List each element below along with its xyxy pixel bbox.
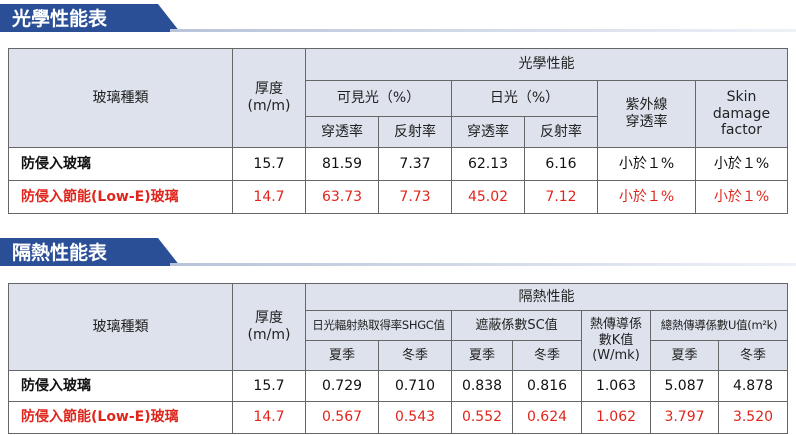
table-body: 防侵入玻璃 15.7 0.729 0.710 0.838 0.816 1.063 5.087 4… [8,370,789,434]
cell: 63.73 [305,180,379,214]
header-cell: 遮蔽係數SC值 [451,310,582,341]
thermal-table: 玻璃種類 厚度 (m/m) 隔熱性能 日光輻射熱取得率SHGC值 遮蔽係數SC值 熱傳導… [8,283,789,434]
header-cell: 日光（%） [451,80,598,117]
header-cell: 冬季 [717,340,789,371]
cell: 0.838 [451,370,513,402]
section-banner: 隔熱性能表 [0,238,796,266]
header-cell: 可見光（%） [305,80,452,117]
header-cell: 夏季 [305,340,379,371]
header-cell: 冬季 [378,340,452,371]
row-label: 防侵入節能(Low-E)玻璃 [8,401,233,434]
row-label: 防侵入節能(Low-E)玻璃 [8,180,233,214]
cell: 7.12 [524,180,598,214]
section-title: 隔熱性能表 [12,241,108,264]
table-body: 防侵入玻璃 15.7 81.59 7.37 62.13 6.16 小於１% 小於１% 防侵入節能… [8,147,788,214]
header-cell: 熱傳導係 數K值 (W/mk) [581,310,651,371]
header-cell: 玻璃種類 [8,283,233,371]
cell: 62.13 [451,147,525,181]
cell: 7.73 [378,180,452,214]
cell: 0.710 [378,370,452,402]
cell: 4.878 [717,370,789,402]
header-cell: 紫外線 穿透率 [597,80,696,148]
header-cell: 反射率 [524,116,598,148]
cell: 0.543 [378,401,452,434]
cell: 5.087 [650,370,719,402]
optical-table: 玻璃種類 厚度 (m/m) 光學性能 可見光（%） 日光（%） 紫外線 穿透率 Skin … [8,48,788,214]
header-cell: 光學性能 [305,48,788,81]
cell: 45.02 [451,180,525,214]
cell: 7.37 [378,147,452,181]
cell: 0.624 [512,401,582,434]
row-label: 防侵入玻璃 [8,147,233,181]
table-row: 防侵入玻璃 15.7 0.729 0.710 0.838 0.816 1.063 5.087 4… [8,370,789,402]
header-cell: 穿透率 [451,116,525,148]
cell: 0.567 [305,401,379,434]
cell: 81.59 [305,147,379,181]
cell: 小於１% [695,180,788,214]
table-row: 防侵入節能(Low-E)玻璃 14.7 0.567 0.543 0.552 0.624 1.… [8,401,789,434]
header-cell: 冬季 [512,340,582,371]
row-label: 防侵入玻璃 [8,370,233,402]
header-cell: 反射率 [378,116,452,148]
table-row: 防侵入玻璃 15.7 81.59 7.37 62.13 6.16 小於１% 小於１% [8,147,788,181]
cell: 6.16 [524,147,598,181]
cell: 3.797 [650,401,719,434]
cell: 小於１% [695,147,788,181]
header-cell: Skin damage factor [695,80,788,148]
cell: 0.729 [305,370,379,402]
header-cell: 穿透率 [305,116,379,148]
header-cell: 夏季 [650,340,719,371]
cell: 15.7 [232,147,306,181]
section-banner: 光學性能表 [0,4,796,32]
header-cell: 厚度 (m/m) [232,48,306,148]
cell: 14.7 [232,401,306,434]
section-title: 光學性能表 [11,7,108,30]
cell: 15.7 [232,370,306,402]
header-cell: 隔熱性能 [304,283,789,311]
header-cell: 總熱傳導係數U值(m²k) [649,310,789,341]
header-cell: 日光輻射熱取得率SHGC值 [305,310,452,341]
cell: 1.063 [581,370,651,402]
cell: 小於１% [597,147,696,181]
cell: 14.7 [232,180,306,214]
cell: 0.816 [512,370,582,402]
header-cell: 厚度 (m/m) [232,283,306,371]
cell: 小於１% [597,180,696,214]
table-row: 防侵入節能(Low-E)玻璃 14.7 63.73 7.73 45.02 7.12 小於１%… [8,180,788,214]
header-cell: 玻璃種類 [8,48,233,148]
header-cell: 夏季 [451,340,513,371]
cell: 0.552 [451,401,513,434]
cell: 1.062 [581,401,651,434]
cell: 3.520 [717,401,789,434]
